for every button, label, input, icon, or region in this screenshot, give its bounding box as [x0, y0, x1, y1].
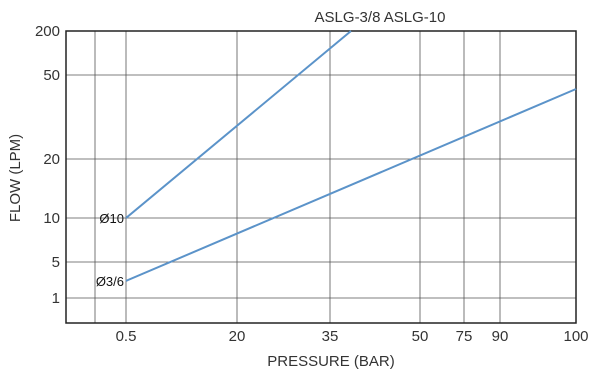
y-tick-label: 200 [35, 23, 60, 40]
x-tick-label: 35 [322, 328, 339, 345]
y-tick-labels: 200 50 20 10 5 1 [35, 23, 60, 307]
series-label-1: Ø10 [99, 211, 124, 226]
y-tick-label: 50 [43, 67, 60, 84]
plot-frame [65, 30, 577, 324]
x-tick-label: 100 [563, 328, 588, 345]
y-tick-label: 20 [43, 151, 60, 168]
y-axis-label: FLOW (LPM) [7, 134, 24, 222]
x-tick-label: 0.5 [116, 328, 137, 345]
x-tick-label: 90 [492, 328, 509, 345]
x-tick-label: 75 [456, 328, 473, 345]
x-axis-label: PRESSURE (BAR) [267, 353, 395, 370]
x-tick-label: 20 [229, 328, 246, 345]
series-label-2: Ø3/6 [96, 274, 124, 289]
grid [66, 31, 576, 323]
x-tick-label: 50 [412, 328, 429, 345]
series-line-1 [125, 30, 352, 219]
series-layer: Ø10 Ø3/6 [96, 30, 577, 289]
series-line-2 [125, 88, 577, 282]
x-tick-labels: 0.5 20 35 50 75 90 100 [116, 328, 589, 345]
y-tick-label: 10 [43, 210, 60, 227]
y-tick-label: 5 [52, 254, 60, 271]
chart-title: ASLG-3/8 ASLG-10 [315, 9, 446, 26]
y-tick-label: 1 [52, 290, 60, 307]
